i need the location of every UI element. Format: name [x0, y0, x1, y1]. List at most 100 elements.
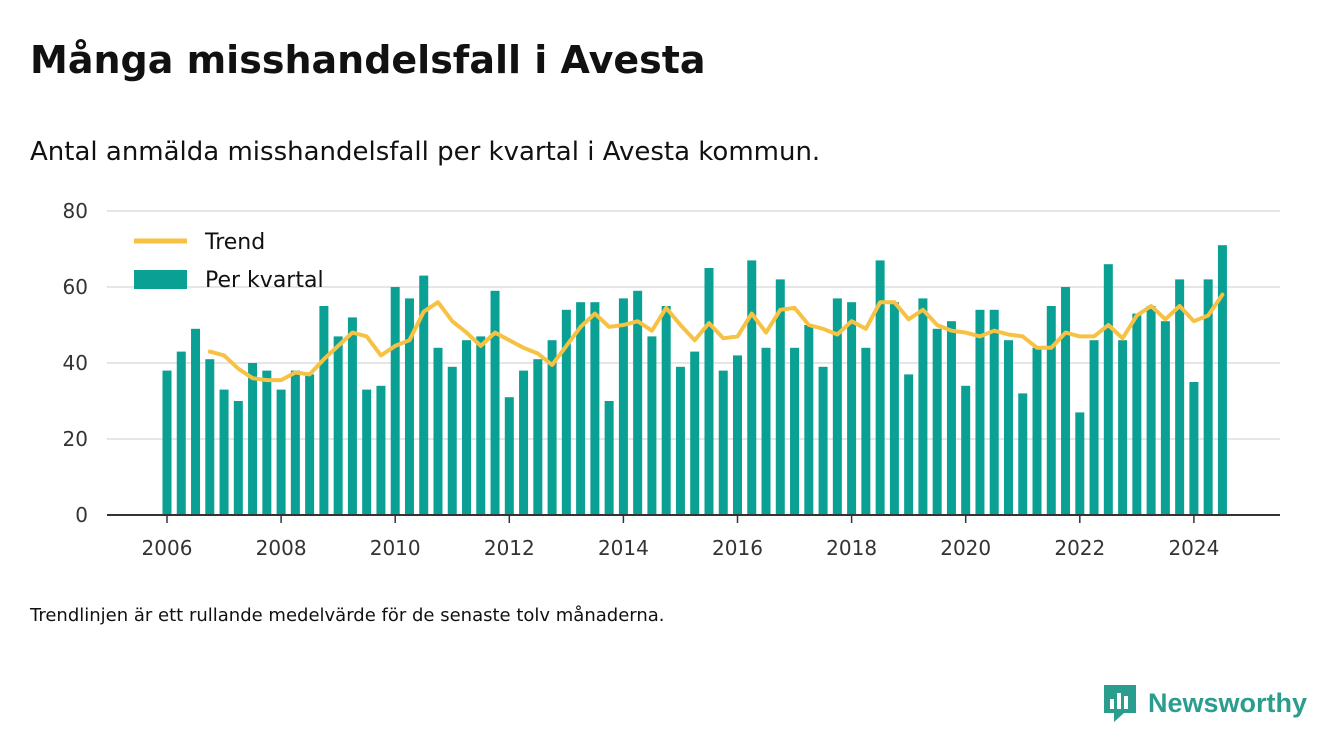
- newsworthy-logo-icon: [1104, 685, 1136, 722]
- bar: [447, 366, 457, 515]
- bar-series: [162, 245, 1227, 515]
- bar: [1061, 287, 1071, 515]
- bar: [319, 306, 329, 515]
- bar: [390, 287, 400, 515]
- bar: [661, 306, 671, 515]
- bar: [832, 298, 842, 515]
- bar: [989, 309, 999, 515]
- x-tick-label-2022: 2022: [1054, 536, 1105, 560]
- bar: [519, 370, 529, 515]
- bar: [176, 351, 186, 515]
- bar: [690, 351, 700, 515]
- bar: [547, 340, 557, 515]
- y-tick-label-80: 80: [63, 199, 88, 223]
- chart-title: Många misshandelsfall i Avesta: [30, 38, 706, 82]
- y-tick-label-20: 20: [63, 427, 88, 451]
- bar: [818, 366, 828, 515]
- x-tick-label-2020: 2020: [940, 536, 991, 560]
- bar: [790, 347, 800, 515]
- bar: [490, 290, 500, 515]
- y-tick-label-0: 0: [75, 503, 88, 527]
- trend-line: [207, 292, 1225, 383]
- bar: [333, 336, 343, 515]
- bar: [1160, 321, 1170, 515]
- bar: [733, 355, 742, 515]
- chart: 0 20 40 60 80 2006 2008 2010 2012 2014 2016 2018 202…: [63, 199, 1280, 560]
- brand-logo[interactable]: Newsworthy: [1102, 683, 1307, 723]
- x-tick-label-2024: 2024: [1168, 536, 1219, 560]
- bar: [276, 389, 286, 515]
- legend: Trend Per kvartal: [134, 230, 324, 293]
- footnote: Trendlinjen är ett rullande medelvärde f…: [30, 605, 665, 626]
- bar: [775, 279, 785, 515]
- bar: [975, 309, 985, 515]
- bar: [946, 321, 956, 515]
- x-tick-label-2018: 2018: [826, 536, 877, 560]
- bar: [718, 370, 728, 515]
- bar: [376, 385, 386, 515]
- y-tick-label-40: 40: [63, 351, 88, 375]
- y-tick-label-60: 60: [63, 275, 88, 299]
- bar: [290, 370, 300, 515]
- bar: [675, 366, 685, 515]
- bar: [875, 260, 885, 515]
- bar: [1189, 382, 1199, 515]
- bar: [162, 370, 172, 515]
- legend-label-per-kvartal: Per kvartal: [205, 268, 324, 293]
- bar: [1103, 264, 1113, 515]
- bar: [561, 309, 571, 515]
- bar: [1203, 279, 1213, 515]
- bar: [219, 389, 229, 515]
- bar: [305, 374, 315, 515]
- x-tick-label-2014: 2014: [598, 536, 649, 560]
- tick-labels: 0 20 40 60 80 2006 2008 2010 2012 2014 2016 2018 202…: [63, 199, 1220, 560]
- legend-label-trend: Trend: [204, 230, 265, 255]
- bar: [404, 298, 414, 515]
- bar: [704, 268, 714, 515]
- bar: [861, 347, 871, 515]
- bar: [1046, 306, 1056, 515]
- bar: [248, 363, 258, 515]
- bar: [1132, 313, 1142, 515]
- bar: [889, 302, 899, 515]
- x-tick-label-2008: 2008: [256, 536, 307, 560]
- x-tick-label-2016: 2016: [712, 536, 763, 560]
- bar: [262, 370, 272, 515]
- bar: [847, 302, 857, 515]
- bar: [1217, 245, 1227, 515]
- bar: [1118, 340, 1128, 515]
- bar: [918, 298, 928, 515]
- legend-swatch-per-kvartal: [134, 270, 187, 289]
- bar: [1018, 393, 1028, 515]
- x-axis: [107, 514, 1280, 523]
- bar: [1146, 306, 1156, 515]
- bar: [205, 359, 215, 515]
- bar: [961, 385, 971, 515]
- bar: [804, 325, 814, 515]
- brand-name: Newsworthy: [1148, 687, 1308, 718]
- x-tick-label-2012: 2012: [484, 536, 535, 560]
- x-tick-label-2006: 2006: [142, 536, 193, 560]
- bar: [476, 336, 486, 515]
- bar: [233, 401, 243, 515]
- bar: [1032, 347, 1042, 515]
- bar: [1003, 340, 1013, 515]
- bar: [618, 298, 628, 515]
- bar: [1075, 412, 1085, 515]
- bar: [647, 336, 657, 515]
- bar: [604, 401, 614, 515]
- bar: [433, 347, 443, 515]
- bar: [347, 317, 357, 515]
- bar: [633, 290, 643, 515]
- bar: [761, 347, 771, 515]
- bar: [932, 328, 942, 515]
- bar: [462, 340, 472, 515]
- bar: [904, 374, 914, 515]
- bar: [590, 302, 600, 515]
- bar: [747, 260, 757, 515]
- bar: [1175, 279, 1185, 515]
- x-tick-label-2010: 2010: [370, 536, 421, 560]
- bar: [419, 275, 429, 515]
- bar: [576, 302, 586, 515]
- bar: [362, 389, 372, 515]
